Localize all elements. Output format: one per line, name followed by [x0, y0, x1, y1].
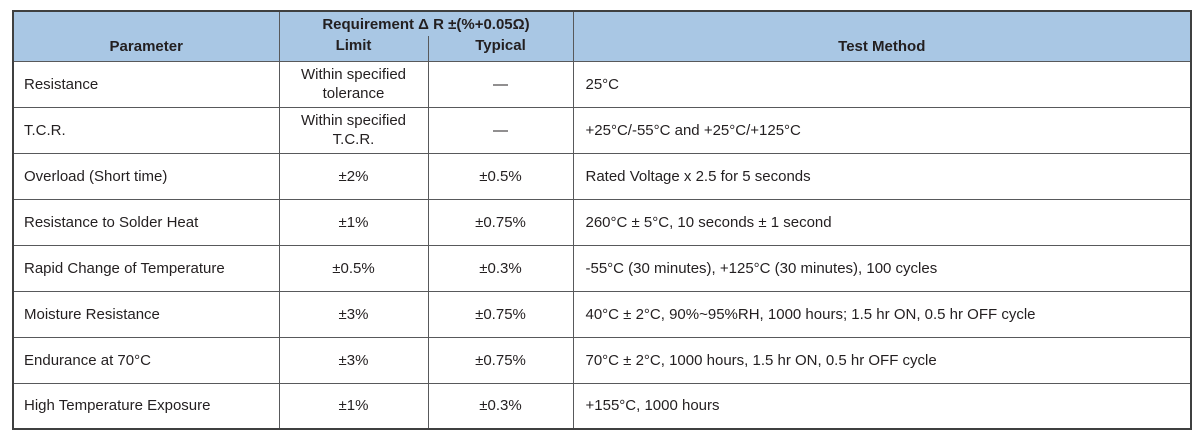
cell-limit: ±0.5%	[278, 244, 429, 292]
col-header-limit: Limit	[278, 36, 429, 62]
cell-limit: ±2%	[278, 152, 429, 200]
cell-parameter: Overload (Short time)	[12, 152, 280, 200]
cell-typical: ±0.3%	[427, 244, 574, 292]
cell-parameter: High Temperature Exposure	[12, 382, 280, 430]
table-row: Overload (Short time) ±2% ±0.5% Rated Vo…	[12, 152, 1192, 200]
datasheet-page: Parameter Requirement Δ R ±(%+0.05Ω) Tes…	[12, 10, 1192, 430]
cell-parameter: Endurance at 70°C	[12, 336, 280, 384]
cell-typical: ±0.5%	[427, 152, 574, 200]
cell-parameter: Rapid Change of Temperature	[12, 244, 280, 292]
cell-limit: ±1%	[278, 382, 429, 430]
cell-test-method: 25°C	[572, 60, 1192, 108]
cell-parameter: Resistance	[12, 60, 280, 108]
cell-typical: ±0.75%	[427, 290, 574, 338]
spec-table-header: Parameter Requirement Δ R ±(%+0.05Ω) Tes…	[12, 10, 1192, 62]
cell-parameter: Resistance to Solder Heat	[12, 198, 280, 246]
spec-table-body: Resistance Within specified tolerance — …	[12, 60, 1192, 430]
table-row: Moisture Resistance ±3% ±0.75% 40°C ± 2°…	[12, 290, 1192, 338]
cell-typical: —	[427, 106, 574, 154]
cell-typical: ±0.75%	[427, 336, 574, 384]
table-row: T.C.R. Within specified T.C.R. — +25°C/-…	[12, 106, 1192, 154]
cell-test-method: -55°C (30 minutes), +125°C (30 minutes),…	[572, 244, 1192, 292]
cell-limit: ±3%	[278, 336, 429, 384]
table-row: Endurance at 70°C ±3% ±0.75% 70°C ± 2°C,…	[12, 336, 1192, 384]
cell-test-method: 70°C ± 2°C, 1000 hours, 1.5 hr ON, 0.5 h…	[572, 336, 1192, 384]
col-header-requirement-group: Requirement Δ R ±(%+0.05Ω)	[278, 10, 574, 36]
cell-parameter: Moisture Resistance	[12, 290, 280, 338]
table-row: Resistance Within specified tolerance — …	[12, 60, 1192, 108]
spec-table: Parameter Requirement Δ R ±(%+0.05Ω) Tes…	[12, 10, 1192, 430]
cell-typical: —	[427, 60, 574, 108]
table-row: High Temperature Exposure ±1% ±0.3% +155…	[12, 382, 1192, 430]
cell-parameter: T.C.R.	[12, 106, 280, 154]
cell-typical: ±0.3%	[427, 382, 574, 430]
header-row-sub: Limit Typical	[13, 36, 1191, 62]
cell-limit: ±1%	[278, 198, 429, 246]
table-row: Resistance to Solder Heat ±1% ±0.75% 260…	[12, 198, 1192, 246]
header-row-top: Parameter Requirement Δ R ±(%+0.05Ω) Tes…	[12, 10, 1192, 62]
cell-limit: ±3%	[278, 290, 429, 338]
cell-test-method: +155°C, 1000 hours	[572, 382, 1192, 430]
cell-limit: Within specified tolerance	[278, 60, 429, 108]
cell-typical: ±0.75%	[427, 198, 574, 246]
cell-test-method: 40°C ± 2°C, 90%~95%RH, 1000 hours; 1.5 h…	[572, 290, 1192, 338]
col-header-parameter: Parameter	[12, 10, 280, 62]
col-header-test-method: Test Method	[572, 10, 1192, 62]
table-row: Rapid Change of Temperature ±0.5% ±0.3% …	[12, 244, 1192, 292]
cell-limit: Within specified T.C.R.	[278, 106, 429, 154]
cell-test-method: +25°C/-55°C and +25°C/+125°C	[572, 106, 1192, 154]
col-header-typical: Typical	[427, 36, 574, 62]
cell-test-method: 260°C ± 5°C, 10 seconds ± 1 second	[572, 198, 1192, 246]
cell-test-method: Rated Voltage x 2.5 for 5 seconds	[572, 152, 1192, 200]
